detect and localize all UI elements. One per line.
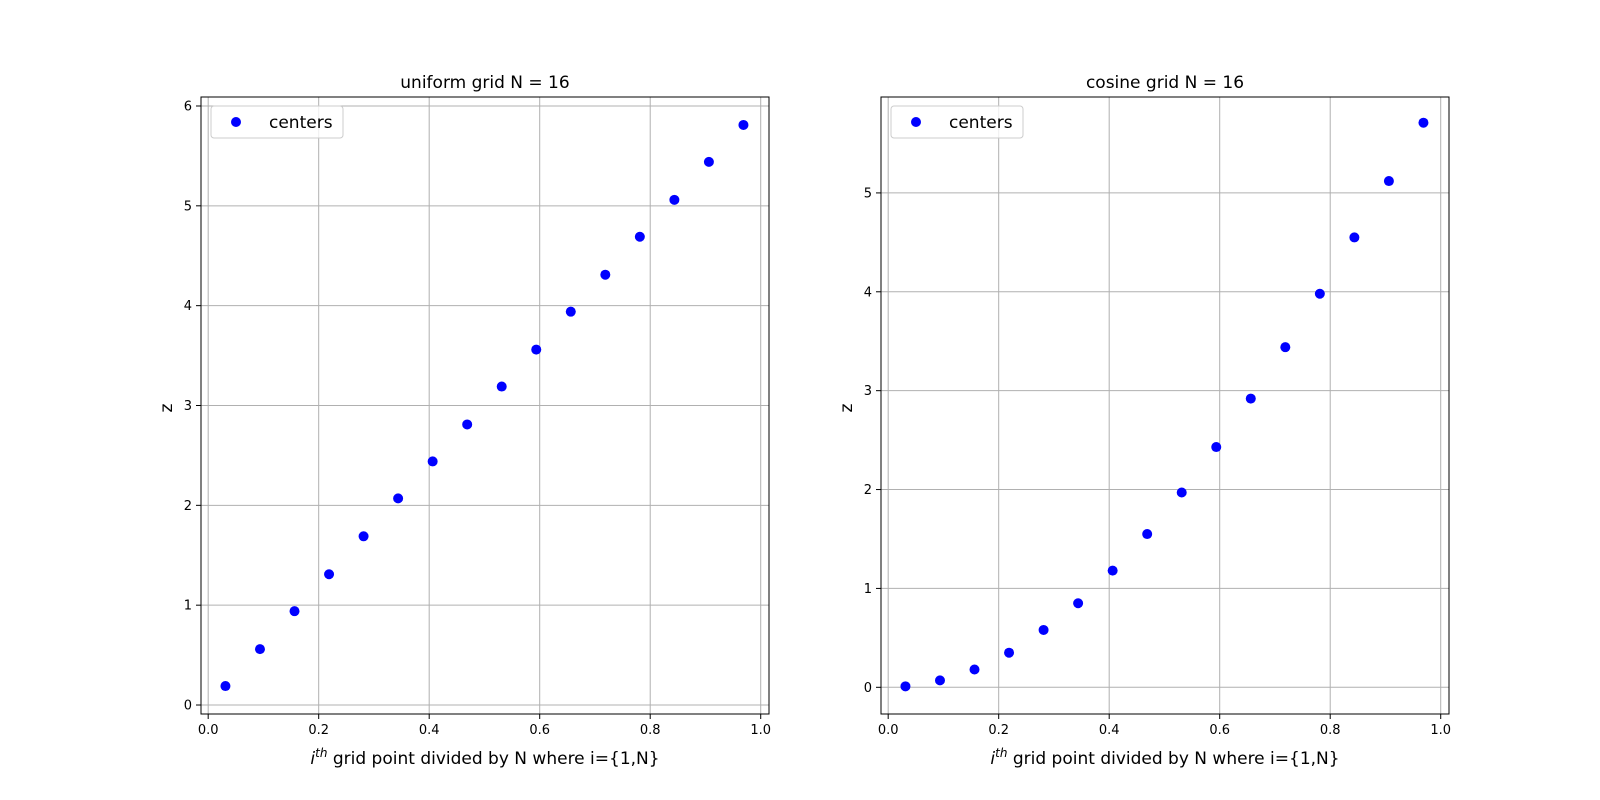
data-point <box>1176 487 1187 498</box>
x-tick-label: 0.6 <box>529 723 550 738</box>
data-point <box>1349 232 1360 243</box>
legend-box <box>890 105 1024 139</box>
x-axis-label-rest: grid point divided by N where i={1,N} <box>1007 749 1339 769</box>
y-axis-label: z <box>837 403 857 412</box>
data-point <box>703 156 714 167</box>
chart-title: uniform grid N = 16 <box>400 73 569 93</box>
data-point <box>393 493 404 504</box>
y-tick-label: 2 <box>184 499 192 514</box>
x-tick-label: 0.8 <box>1320 723 1341 738</box>
chart-title: cosine grid N = 16 <box>1086 73 1244 93</box>
legend-label: centers <box>269 113 333 133</box>
data-point <box>531 344 542 355</box>
legend-marker <box>911 117 921 127</box>
y-tick-label: 2 <box>864 483 872 498</box>
data-point <box>1245 393 1256 404</box>
data-point <box>289 606 300 617</box>
y-tick-label: 3 <box>864 384 872 399</box>
data-point <box>1038 624 1049 635</box>
data-point <box>600 269 611 280</box>
data-point <box>969 664 980 675</box>
y-tick-label: 5 <box>184 199 192 214</box>
plot-border <box>880 96 1450 715</box>
x-tick-label: 0.0 <box>878 723 899 738</box>
data-point <box>427 456 438 467</box>
data-point <box>1211 442 1222 453</box>
x-tick-label: 1.0 <box>1430 723 1451 738</box>
y-tick-label: 4 <box>864 285 872 300</box>
x-tick-label: 0.2 <box>308 723 329 738</box>
data-point <box>634 231 645 242</box>
data-point <box>462 419 473 430</box>
y-axis-label: z <box>157 403 177 412</box>
data-point <box>1314 288 1325 299</box>
data-point <box>358 531 369 542</box>
data-point <box>1142 529 1153 540</box>
plot-border <box>200 96 770 715</box>
data-point <box>324 569 335 580</box>
data-point <box>1107 565 1118 576</box>
x-tick-label: 0.2 <box>988 723 1009 738</box>
x-tick-label: 0.6 <box>1209 723 1230 738</box>
x-axis-label-sup: th <box>995 746 1007 760</box>
x-axis-label-sup: th <box>315 746 327 760</box>
y-tick-label: 5 <box>864 186 872 201</box>
data-point <box>254 644 265 655</box>
cosine-grid-chart: cosine grid N = 16 ith grid point divide… <box>837 73 1451 769</box>
y-tick-label: 3 <box>184 399 192 414</box>
data-point <box>934 675 945 686</box>
legend-label: centers <box>949 113 1013 133</box>
data-point <box>496 381 507 392</box>
data-point <box>1004 647 1015 658</box>
y-tick-label: 6 <box>184 99 192 114</box>
x-axis-label-rest: grid point divided by N where i={1,N} <box>327 749 659 769</box>
x-axis-label-i: i <box>990 749 995 769</box>
data-point <box>1418 117 1429 128</box>
data-point <box>565 306 576 317</box>
x-axis-label-i: i <box>310 749 315 769</box>
x-tick-label: 0.8 <box>640 723 661 738</box>
x-tick-label: 0.4 <box>419 723 440 738</box>
y-tick-label: 1 <box>184 599 192 614</box>
plot-area <box>881 97 1449 714</box>
data-point <box>1383 176 1394 187</box>
x-tick-label: 0.0 <box>198 723 219 738</box>
y-tick-label: 0 <box>184 699 192 714</box>
y-tick-label: 0 <box>864 681 872 696</box>
uniform-grid-chart: uniform grid N = 16 ith grid point divid… <box>157 73 771 769</box>
x-axis-label: ith grid point divided by N where i={1,N… <box>310 746 659 769</box>
x-tick-label: 1.0 <box>750 723 771 738</box>
y-tick-label: 4 <box>184 299 192 314</box>
x-axis-label: ith grid point divided by N where i={1,N… <box>990 746 1339 769</box>
data-point <box>669 194 680 205</box>
y-tick-label: 1 <box>864 582 872 597</box>
data-point <box>1280 342 1291 353</box>
data-point <box>220 681 231 692</box>
data-point <box>1073 598 1084 609</box>
legend-box <box>210 105 344 139</box>
legend-marker <box>231 117 241 127</box>
data-point <box>738 119 749 130</box>
data-point <box>900 681 911 692</box>
x-tick-label: 0.4 <box>1099 723 1120 738</box>
